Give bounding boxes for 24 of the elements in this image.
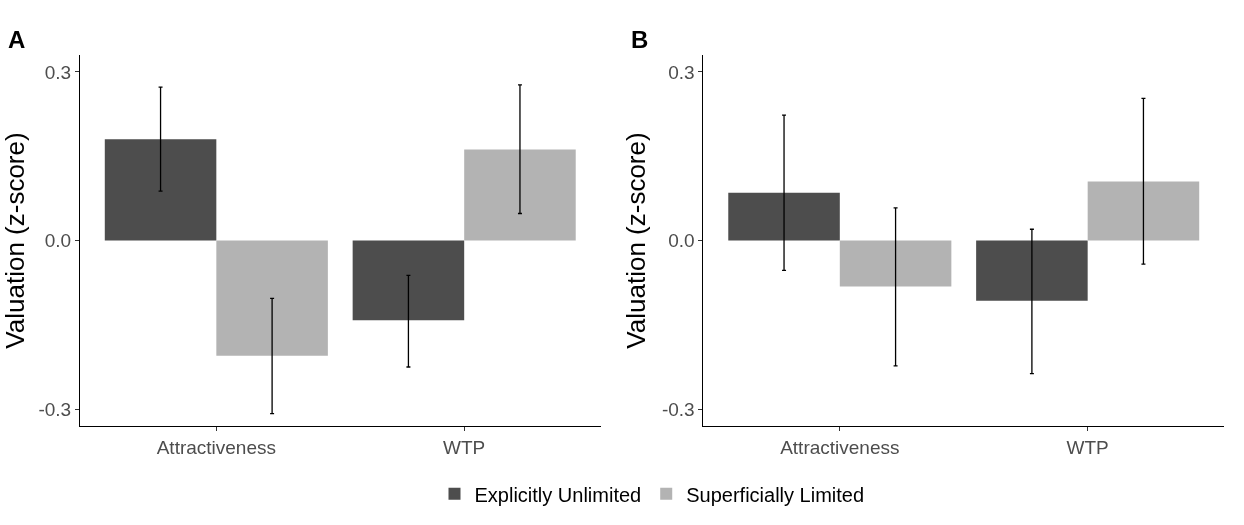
bar [976, 240, 1088, 301]
legend-label: Explicitly Unlimited [474, 483, 642, 506]
y-axis-title: Valuation (z-score) [0, 132, 30, 349]
bar [728, 192, 840, 241]
bar [104, 139, 217, 241]
bar [352, 240, 465, 321]
chart-title: B [631, 26, 649, 53]
chart-title: A [8, 26, 26, 53]
x-tick-label: Attractiveness [156, 436, 276, 458]
bar [1087, 181, 1200, 241]
bar [216, 240, 328, 356]
legend-label: Superficially Limited [686, 483, 865, 506]
y-tick-label: -0.3 [38, 398, 72, 420]
y-tick-label: 0.3 [668, 61, 695, 83]
y-tick-label: 0.0 [668, 230, 695, 252]
y-tick-label: 0.3 [44, 61, 72, 83]
y-axis-title: Valuation (z-score) [621, 132, 652, 349]
y-tick-label: 0.0 [44, 230, 72, 252]
x-tick-label: WTP [1066, 436, 1109, 458]
bar [839, 240, 952, 287]
bar [464, 149, 576, 241]
x-tick-label: WTP [443, 436, 486, 458]
x-tick-label: Attractiveness [780, 436, 900, 458]
y-tick-label: -0.3 [661, 398, 695, 420]
